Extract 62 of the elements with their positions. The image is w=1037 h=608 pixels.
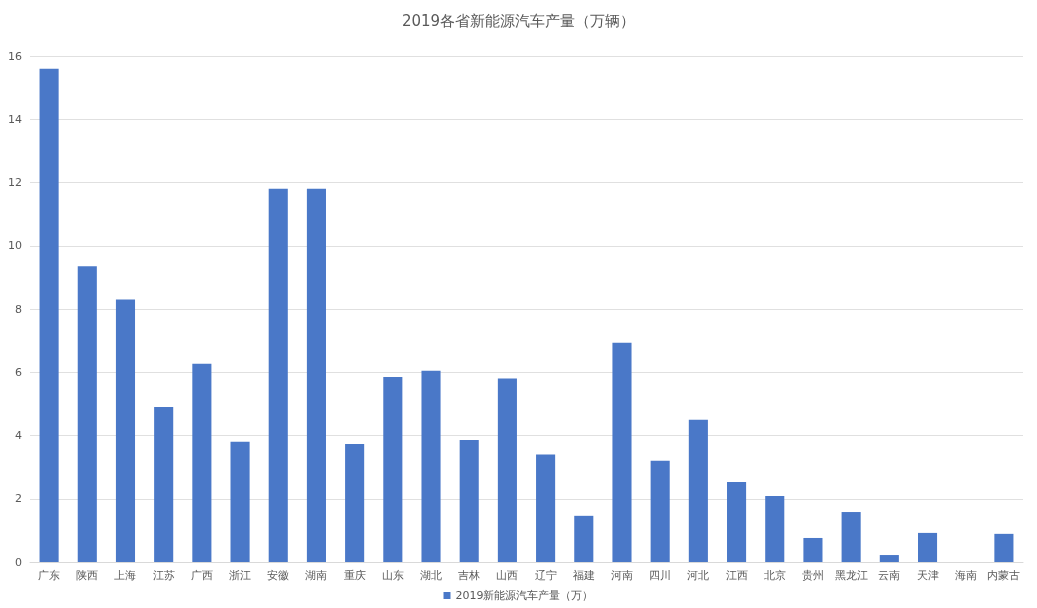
legend-label: 2019新能源汽车产量（万） bbox=[455, 589, 594, 602]
y-tick-label: 8 bbox=[15, 302, 22, 316]
bar bbox=[803, 537, 823, 562]
bar bbox=[268, 188, 288, 562]
x-tick-label: 广西 bbox=[190, 569, 213, 582]
bar bbox=[879, 555, 899, 562]
x-tick-label: 辽宁 bbox=[534, 569, 557, 582]
bar bbox=[39, 68, 59, 562]
bar bbox=[192, 363, 212, 562]
bar bbox=[115, 299, 136, 562]
bar bbox=[536, 454, 556, 562]
x-tick-label: 吉林 bbox=[458, 569, 481, 582]
y-tick-label: 2 bbox=[15, 492, 22, 506]
bar bbox=[612, 342, 632, 562]
x-tick-label: 重庆 bbox=[343, 569, 366, 582]
y-tick-label: 10 bbox=[8, 239, 22, 253]
chart-title: 2019各省新能源汽车产量（万辆） bbox=[401, 11, 636, 30]
x-tick-label: 贵州 bbox=[801, 569, 824, 582]
bar bbox=[306, 188, 326, 562]
x-tick-label: 湖南 bbox=[305, 569, 328, 582]
y-tick-label: 14 bbox=[8, 112, 22, 126]
x-tick-label: 天津 bbox=[916, 569, 939, 582]
bar bbox=[841, 512, 861, 562]
y-tick-label: 0 bbox=[15, 555, 22, 569]
y-tick-label: 4 bbox=[15, 429, 22, 442]
x-tick-label: 安徽 bbox=[267, 569, 290, 582]
x-tick-label: 广东 bbox=[38, 569, 61, 582]
x-tick-label: 黑龙江 bbox=[834, 569, 868, 582]
x-tick-label: 山西 bbox=[496, 569, 519, 582]
x-tick-label: 江苏 bbox=[152, 569, 175, 582]
bar bbox=[77, 266, 97, 562]
bar bbox=[459, 439, 479, 562]
x-tick-label: 江西 bbox=[725, 569, 748, 582]
x-tick-label: 湖北 bbox=[420, 569, 443, 582]
bar bbox=[345, 444, 365, 562]
x-tick-label: 上海 bbox=[114, 569, 137, 582]
bar bbox=[230, 441, 250, 562]
bar bbox=[727, 481, 747, 562]
x-tick-label: 陕西 bbox=[76, 569, 99, 582]
x-tick-label: 河北 bbox=[687, 569, 710, 582]
bar bbox=[994, 533, 1014, 562]
bar bbox=[765, 495, 785, 562]
y-tick-label: 16 bbox=[8, 49, 22, 63]
bar bbox=[421, 370, 441, 562]
x-tick-label: 山东 bbox=[381, 569, 404, 582]
bar bbox=[650, 460, 670, 562]
x-tick-label: 云南 bbox=[878, 569, 901, 582]
bar bbox=[154, 407, 174, 562]
bar bbox=[383, 376, 403, 562]
x-tick-label: 浙江 bbox=[229, 569, 252, 582]
bar bbox=[574, 515, 594, 562]
bar bbox=[917, 532, 938, 562]
y-tick-label: 6 bbox=[15, 365, 22, 379]
y-tick-label: 12 bbox=[8, 176, 22, 189]
x-tick-label: 北京 bbox=[763, 569, 786, 582]
x-tick-label: 福建 bbox=[572, 569, 595, 582]
bar bbox=[497, 378, 517, 562]
x-tick-label: 内蒙古 bbox=[987, 569, 1021, 582]
x-tick-label: 海南 bbox=[954, 569, 977, 582]
bar bbox=[688, 419, 708, 562]
x-tick-label: 四川 bbox=[649, 569, 672, 582]
x-tick-label: 河南 bbox=[610, 569, 633, 582]
